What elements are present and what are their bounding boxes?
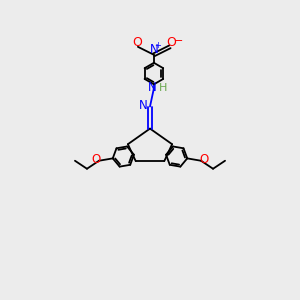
Text: O: O bbox=[166, 36, 176, 49]
Text: O: O bbox=[91, 153, 101, 166]
Text: H: H bbox=[159, 83, 167, 93]
Text: O: O bbox=[132, 36, 142, 49]
Text: N: N bbox=[139, 99, 147, 112]
Text: O: O bbox=[200, 153, 209, 166]
Text: −: − bbox=[174, 36, 184, 46]
Text: N: N bbox=[148, 81, 156, 94]
Text: +: + bbox=[154, 41, 161, 50]
Text: N: N bbox=[149, 43, 158, 56]
